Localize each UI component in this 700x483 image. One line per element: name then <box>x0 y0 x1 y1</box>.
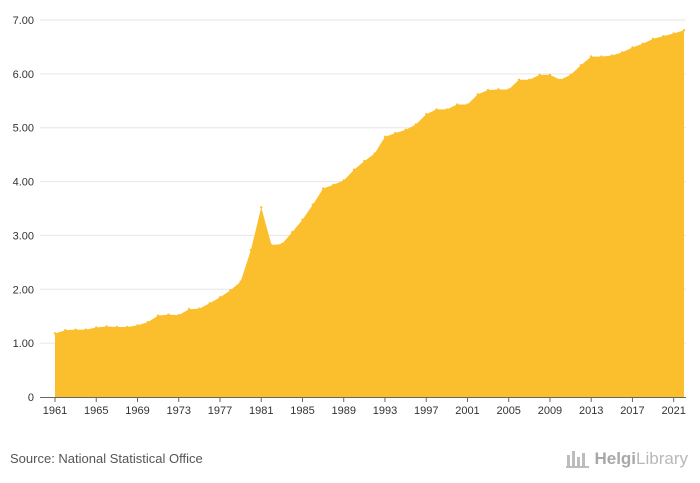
data-point <box>249 248 253 252</box>
y-tick-label: 1.00 <box>13 338 34 350</box>
x-tick-label: 1977 <box>208 405 232 417</box>
x-tick-label: 1993 <box>373 405 397 417</box>
x-tick-label: 2001 <box>455 405 479 417</box>
series-area <box>55 30 684 398</box>
data-point <box>156 314 160 317</box>
x-axis-ticks: 1961 1965 1969 1973 1977 1981 1985 1989 1993 1997… <box>43 397 686 417</box>
data-point <box>538 73 541 77</box>
data-point <box>579 64 583 67</box>
y-tick-label: 3.00 <box>13 230 34 242</box>
y-tick-label: 5.00 <box>13 123 34 135</box>
data-point <box>548 73 552 77</box>
data-point <box>198 307 201 310</box>
data-point <box>569 73 572 77</box>
data-point <box>528 78 531 81</box>
data-point <box>218 296 222 299</box>
data-point <box>280 242 284 246</box>
x-tick-label: 2013 <box>579 405 603 417</box>
x-tick-label: 1989 <box>331 405 355 417</box>
data-point <box>146 320 150 324</box>
data-point <box>301 218 304 222</box>
data-point <box>136 324 139 327</box>
logo-brand: Helgi <box>594 449 637 468</box>
data-point <box>342 179 345 182</box>
helgi-library-logo-icon <box>566 451 590 468</box>
data-point <box>208 302 211 305</box>
data-point <box>435 108 438 111</box>
data-point <box>363 159 366 163</box>
data-point <box>125 325 129 329</box>
data-point <box>559 78 562 81</box>
data-point <box>115 325 119 329</box>
data-point <box>682 29 686 32</box>
data-point <box>414 123 418 126</box>
y-tick-label: 0 <box>28 392 34 404</box>
data-point <box>455 103 459 106</box>
data-point <box>229 289 232 292</box>
x-tick-label: 2017 <box>620 405 644 417</box>
y-tick-label: 2.00 <box>13 284 34 296</box>
data-point <box>631 46 634 49</box>
y-tick-label: 7.00 <box>13 15 34 27</box>
data-point <box>74 328 77 331</box>
x-tick-label: 1961 <box>43 405 67 417</box>
data-point <box>270 243 273 247</box>
source-note: Source: National Statistical Office <box>10 451 203 466</box>
data-point <box>311 203 314 206</box>
data-point <box>517 78 521 81</box>
helgi-library-logo[interactable]: Helgi Library <box>566 447 688 471</box>
data-point <box>672 32 675 35</box>
x-tick-label: 1997 <box>414 405 438 417</box>
data-point <box>239 280 242 283</box>
data-point <box>64 329 67 332</box>
x-tick-label: 1985 <box>290 405 314 417</box>
data-point <box>600 55 603 58</box>
data-point <box>383 135 387 139</box>
data-point <box>105 325 108 328</box>
data-point <box>486 88 490 92</box>
data-point <box>53 332 57 335</box>
data-point <box>662 34 665 38</box>
data-point <box>352 168 356 171</box>
data-point <box>497 88 500 91</box>
logo-suffix: Library <box>636 449 688 468</box>
x-tick-label: 1965 <box>84 405 108 417</box>
x-tick-label: 1969 <box>125 405 149 417</box>
x-tick-label: 1973 <box>166 405 190 417</box>
data-point <box>404 128 407 132</box>
data-points <box>53 29 686 335</box>
data-point <box>425 113 428 116</box>
data-point <box>290 230 294 234</box>
x-tick-label: 2021 <box>661 405 685 417</box>
data-point <box>620 51 624 54</box>
data-point <box>187 308 191 311</box>
data-point <box>260 206 263 209</box>
area-chart: 01.002.003.004.005.006.007.00 1961 1965 19… <box>13 15 686 417</box>
y-axis-ticks: 0 1.00 2.00 3.00 4.00 5.00 6.00 7.00 <box>13 15 34 404</box>
data-point <box>167 313 170 316</box>
data-point <box>321 187 325 190</box>
data-point <box>95 326 98 329</box>
data-point <box>373 152 376 155</box>
data-point <box>177 313 180 317</box>
data-point <box>466 103 469 106</box>
y-tick-label: 4.00 <box>13 177 34 189</box>
data-point <box>84 328 88 331</box>
y-tick-label: 6.00 <box>13 69 34 81</box>
data-point <box>651 37 655 41</box>
data-point <box>589 55 593 58</box>
data-point <box>445 108 449 111</box>
data-point <box>394 131 397 135</box>
data-point <box>610 54 614 57</box>
data-point <box>641 42 644 45</box>
data-point <box>476 93 479 96</box>
data-point <box>507 88 510 91</box>
x-tick-label: 1981 <box>249 405 273 417</box>
data-point <box>332 183 335 187</box>
x-tick-label: 2009 <box>538 405 562 417</box>
x-tick-label: 2005 <box>496 405 520 417</box>
